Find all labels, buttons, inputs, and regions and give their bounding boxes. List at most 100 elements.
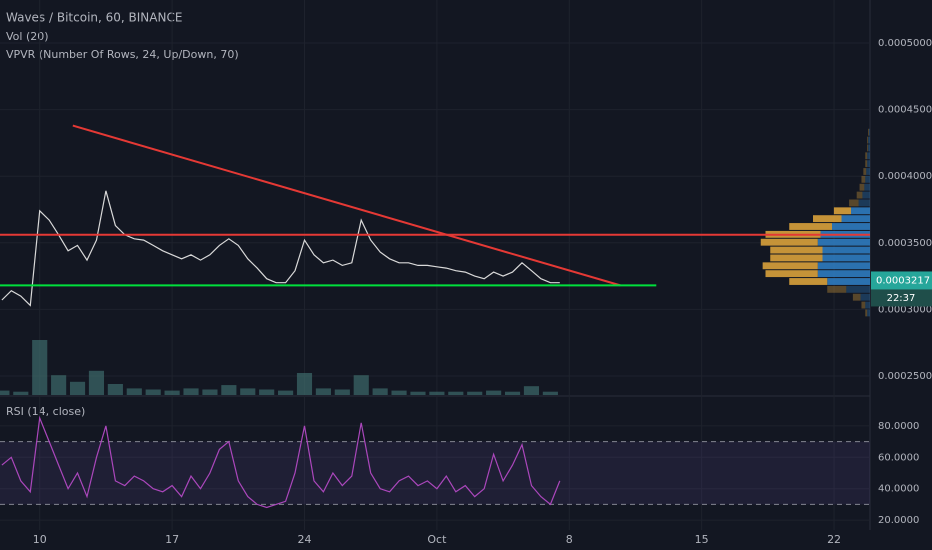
volume-bar [353,375,369,395]
vpvr-down [863,168,867,175]
trend-line [72,124,621,287]
volume-bar [278,390,294,395]
x-tick-label: 17 [165,533,179,546]
volume-bar [126,388,142,395]
y-tick-label: 60.0000 [878,452,919,463]
x-tick-label: 10 [33,533,47,546]
volume-bar [13,391,29,395]
y-tick-label: 0.0002500 [878,371,932,382]
rsi-band-fill [0,441,870,505]
vpvr-up [868,136,870,144]
volume-bar [69,381,86,395]
vpvr-down [865,309,868,317]
volume-bar [542,391,558,395]
series-line [1,190,560,307]
vpvr-down [762,262,818,270]
vpvr-up [817,238,870,246]
vpvr-down [868,128,870,136]
y-tick-label: 80.0000 [878,421,919,432]
series-line [1,415,561,509]
volume-bar [296,373,313,395]
vpvr-down [861,175,866,183]
volume-bar [467,391,483,395]
vpvr-down [865,160,868,168]
x-tick-label: 15 [695,533,709,546]
volume-bar [391,390,407,395]
y-tick-label: 0.0003500 [878,238,932,249]
y-tick-label: 0.0004000 [878,171,932,182]
volume-bar [145,389,161,395]
vpvr-up [867,152,870,160]
rsi-title: RSI (14, close) [6,405,85,418]
vpvr-down [859,183,865,191]
volume-bar [221,385,237,395]
volume-bar [164,390,180,395]
vpvr-down [865,152,868,160]
volume-bar [372,388,388,395]
vpvr-down [852,293,861,301]
volume-bar [315,388,331,395]
vpvr-down [861,301,866,309]
vpvr-up [862,191,870,199]
volume-bar [429,391,445,395]
vpvr-down [849,199,859,207]
last-price-box [871,271,932,290]
volume-bar [240,388,256,395]
vpvr-up [822,254,870,262]
vpvr-up [851,207,870,215]
volume-bar [504,391,521,395]
vpvr-up [867,309,870,317]
vpvr-up [860,293,870,301]
volume-bar [0,390,10,395]
volume-bar [410,391,426,395]
volume-bar [32,340,48,395]
vpvr-down [856,191,863,199]
x-tick-label: 8 [566,533,573,546]
vpvr-down [770,246,823,254]
vpvr-up [822,246,870,254]
volume-bar [183,388,199,395]
vpvr-up [865,175,870,183]
volume-bar [88,370,105,395]
vpvr-up [865,301,870,309]
vpvr-up [858,199,870,207]
countdown-box [871,289,932,307]
vpvr-up [846,285,870,293]
vpvr-up [817,270,870,278]
y-tick-label: 20.0000 [878,515,919,526]
vpvr-down [770,254,823,262]
vpvr-up [869,128,870,136]
vpvr-down [760,238,818,246]
vpvr-up [841,215,870,223]
volume-bar [259,389,275,395]
vpvr-up [867,160,870,168]
volume-bar [448,391,464,395]
indicator-label: VPVR (Number Of Rows, 24, Up/Down, 70) [6,48,239,61]
vpvr-up [866,168,870,175]
volume-bar [107,384,123,395]
indicator-label: Vol (20) [6,30,49,43]
volume-bar [51,375,67,395]
vpvr-up [864,183,870,191]
countdown-label: 22:37 [887,293,916,304]
y-tick-label: 0.0004500 [878,105,932,116]
vpvr-down [833,207,851,215]
vpvr-up [868,144,870,152]
vpvr-down [765,270,818,278]
y-tick-label: 0.0005000 [878,38,932,49]
vpvr-up [817,262,870,270]
vpvr-down [867,136,869,144]
y-tick-label: 40.0000 [878,484,919,495]
volume-bar [523,386,540,395]
x-tick-label: Oct [427,533,447,546]
y-tick-label: 0.0003000 [878,304,932,315]
vpvr-down [789,278,828,285]
vpvr-down [813,215,842,223]
vpvr-down [789,223,832,230]
vpvr-up [827,278,870,285]
vpvr-up [832,223,870,230]
last-price-label: 0.0003217 [876,275,930,286]
chart-title: Waves / Bitcoin, 60, BINANCE [6,11,182,25]
